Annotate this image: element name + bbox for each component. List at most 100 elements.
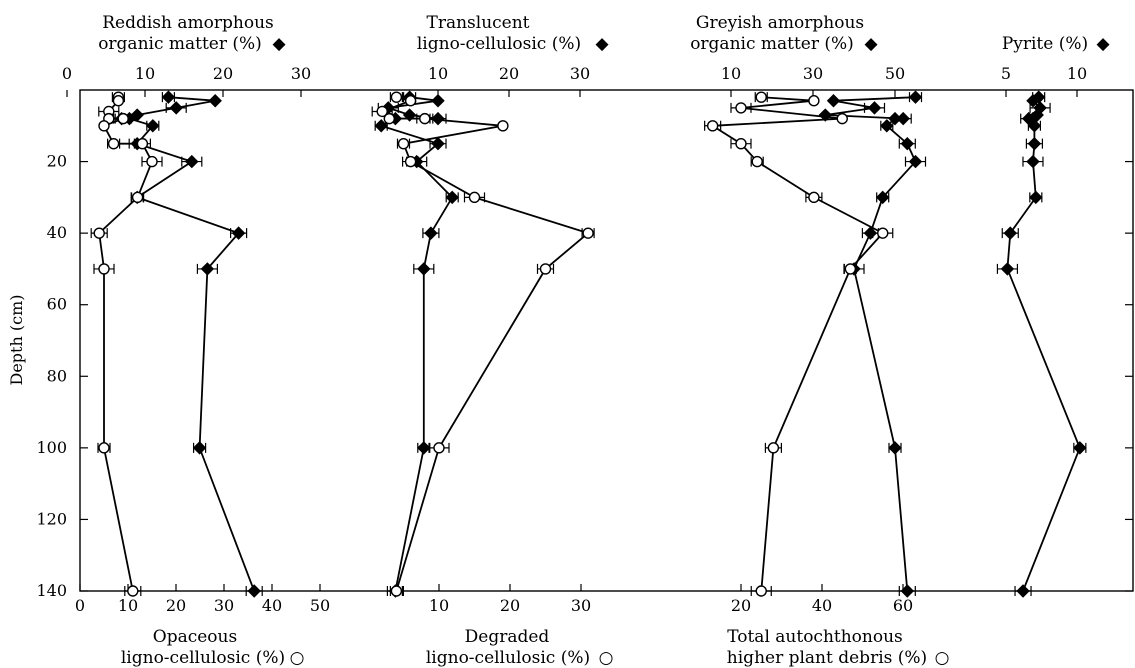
data-point-circle [539, 263, 552, 275]
data-point-circle [767, 442, 780, 454]
data-point-circle [376, 105, 388, 118]
x-tick-label-top: 10 [1067, 64, 1087, 83]
x-tick-label-top: 10 [428, 64, 448, 83]
x-tick-label-top: 10 [721, 64, 741, 83]
data-point-circle [136, 137, 149, 150]
data-point-diamond [826, 94, 841, 108]
top-title-translucent-line2: ligno-cellulosic (%) [417, 34, 581, 54]
data-point-diamond [431, 94, 445, 108]
data-point-diamond [231, 226, 246, 240]
axis-ticks: 20 40 60 80 100 120 140 0 10 20 30 0 10 20 30 40 50 10 20 3… [36, 64, 1133, 615]
x-tick-label-bottom: 40 [262, 596, 282, 615]
bottom-title-opaceous-line2: ligno-cellulosic (%) [121, 648, 285, 668]
bottom-title-autochthonous-symbol: ○ [935, 648, 950, 668]
data-point-diamond [185, 154, 199, 169]
data-point-circle [404, 155, 417, 168]
data-point-diamond [1016, 584, 1030, 598]
data-point-diamond [888, 111, 902, 126]
data-point-diamond [200, 262, 215, 276]
data-point-diamond [424, 226, 438, 240]
top-title-translucent-symbol: ◆ [595, 34, 609, 54]
data-point-circle [755, 585, 767, 597]
data-point-diamond [402, 108, 417, 122]
data-point-circle [98, 263, 110, 275]
data-point-diamond [900, 136, 915, 151]
y-tick-label: 20 [47, 152, 67, 171]
data-point-diamond [888, 441, 902, 455]
data-point-diamond [1029, 190, 1043, 205]
top-title-greyish-line2: organic matter (%) [690, 34, 854, 54]
x-tick-label-bottom: 20 [500, 596, 520, 615]
x-tick-label-top: 20 [499, 64, 519, 83]
data-point-diamond [146, 119, 160, 133]
top-title-reddish-line2: organic matter (%) [98, 34, 262, 54]
data-point-circle [98, 120, 110, 132]
data-point-diamond [417, 262, 431, 276]
x-tick-label-top: 50 [885, 64, 905, 83]
data-point-diamond [192, 441, 207, 455]
data-point-circle [836, 112, 848, 125]
data-point-circle [390, 585, 403, 597]
series-line-0-1 [98, 97, 153, 592]
top-title-pyrite-symbol: ◆ [1096, 34, 1110, 54]
data-point-diamond [208, 94, 222, 108]
data-point-diamond [863, 226, 878, 240]
x-tick-label-top: 30 [570, 64, 590, 83]
x-tick-label-bottom: 20 [166, 596, 186, 615]
bottom-title-degraded-line2: ligno-cellulosic (%) [426, 648, 590, 668]
data-point-circle [582, 227, 594, 239]
data-point-diamond [1000, 262, 1015, 276]
data-point-circle [808, 95, 820, 107]
data-point-diamond [1073, 441, 1087, 455]
data-point-diamond [908, 90, 923, 104]
data-point-circle [93, 227, 105, 239]
data-point-diamond [417, 441, 431, 455]
x-tick-label-top: 5 [1001, 64, 1011, 83]
x-tick-label-top: 10 [135, 64, 155, 83]
data-point-diamond [900, 584, 915, 598]
top-title-reddish-symbol: ◆ [272, 34, 286, 54]
y-tick-label: 120 [36, 509, 67, 528]
y-tick-label: 140 [36, 581, 67, 600]
data-point-circle [112, 95, 125, 107]
bottom-title-autochthonous-line1: Total autochthonous [727, 627, 903, 647]
x-tick-label-bottom: 50 [310, 596, 330, 615]
data-point-diamond [169, 101, 183, 115]
data-point-circle [735, 102, 747, 114]
data-point-diamond [1026, 154, 1040, 169]
data-point-diamond [431, 111, 445, 126]
top-title-translucent-line1: Translucent [426, 13, 529, 33]
data-point-circle [735, 137, 747, 150]
data-point-diamond [908, 154, 923, 169]
data-point-circle [808, 191, 820, 204]
data-point-circle [468, 191, 481, 204]
x-tick-label-top: 30 [803, 64, 823, 83]
data-point-circle [419, 112, 431, 125]
y-tick-label: 80 [47, 366, 67, 385]
data-point-diamond [875, 190, 890, 205]
x-tick-label-top: 30 [291, 64, 311, 83]
data-point-diamond [1003, 226, 1017, 240]
data-point-diamond [161, 90, 176, 104]
data-point-circle [98, 442, 110, 454]
x-tick-label-bottom: 10 [429, 596, 449, 615]
x-tick-label-bottom: 30 [214, 596, 234, 615]
x-tick-label-bottom: 20 [731, 596, 751, 615]
data-point-circle [146, 155, 158, 168]
top-title-reddish-line1: Reddish amorphous [102, 13, 274, 33]
bottom-title-degraded-line1: Degraded [465, 627, 550, 647]
series-line-2-0 [825, 96, 917, 592]
y-axis-label: Depth (cm) [7, 295, 26, 386]
data-point-circle [877, 227, 889, 239]
data-point-circle [433, 442, 445, 454]
data-point-circle [390, 91, 403, 103]
series-line-1-0 [378, 96, 454, 592]
data-point-circle [844, 263, 857, 275]
x-tick-label-top: 0 [62, 64, 72, 83]
data-point-diamond [445, 190, 459, 205]
data-point-circle [497, 120, 509, 132]
data-point-circle [131, 191, 144, 204]
x-tick-label-bottom: 10 [118, 596, 138, 615]
series-line-2-1 [709, 96, 885, 592]
